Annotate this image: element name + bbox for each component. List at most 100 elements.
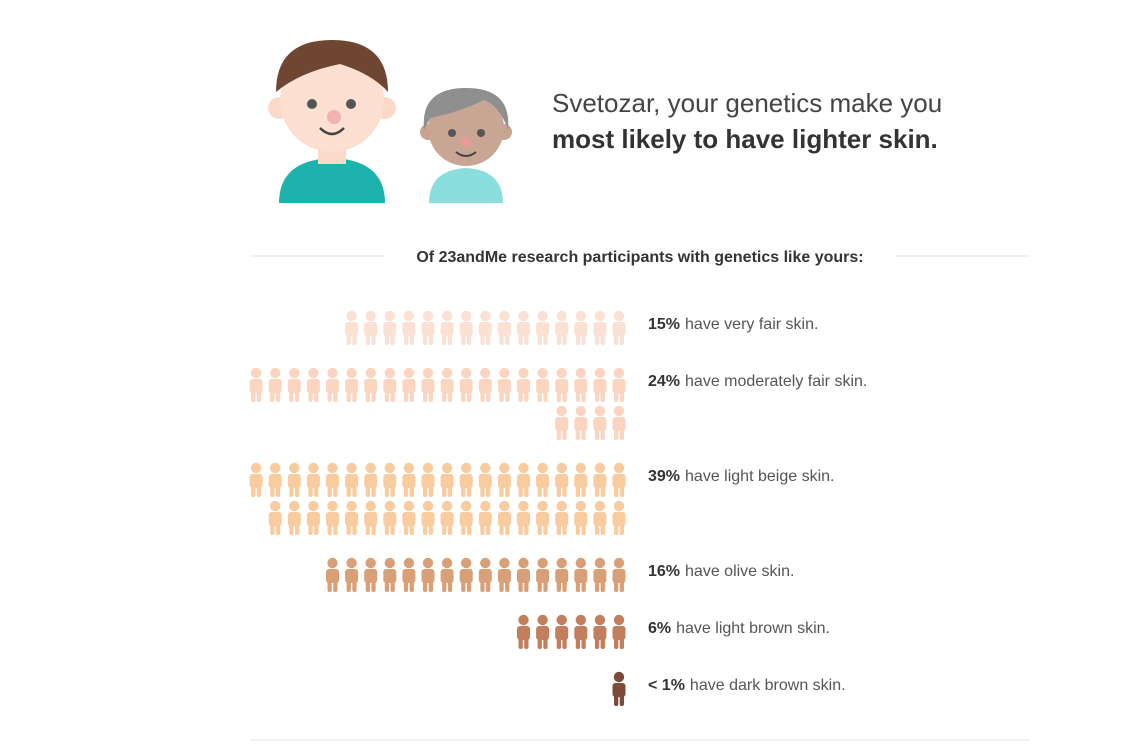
person-icon — [593, 310, 607, 345]
person-icon — [555, 462, 569, 497]
title-emphasis: most likely to have lighter skin. — [552, 124, 938, 154]
person-icon — [536, 557, 550, 592]
icon-row — [612, 671, 626, 706]
person-icon — [268, 500, 282, 535]
person-icon — [459, 310, 473, 345]
person-icon — [478, 367, 492, 402]
person-icon — [497, 500, 511, 535]
person-icon — [402, 367, 416, 402]
person-icon — [440, 557, 454, 592]
person-icon — [326, 557, 339, 592]
person-icon — [574, 614, 588, 649]
row-label: 24% have moderately fair skin. — [648, 373, 867, 390]
person-icon — [593, 614, 607, 649]
person-icon — [517, 500, 530, 535]
person-icon — [459, 367, 473, 402]
category-label: have dark brown skin. — [690, 677, 846, 694]
person-icon — [345, 500, 359, 535]
person-icon — [459, 462, 473, 497]
value-label: < 1% — [648, 677, 685, 694]
person-icon — [555, 367, 569, 402]
value-label: 16% — [648, 563, 680, 580]
person-icon — [478, 500, 492, 535]
person-icon — [383, 310, 397, 345]
person-icon — [536, 462, 550, 497]
person-icon — [268, 367, 282, 402]
person-icon — [574, 500, 588, 535]
person-icon — [326, 500, 339, 535]
person-icon — [574, 462, 588, 497]
person-icon — [306, 367, 320, 402]
person-icon — [612, 500, 626, 535]
person-icon — [440, 310, 454, 345]
category-label: have moderately fair skin. — [685, 373, 867, 390]
person-icon — [402, 557, 416, 592]
row-label: 15% have very fair skin. — [648, 316, 818, 333]
person-icon — [536, 310, 550, 345]
person-icon — [364, 310, 378, 345]
category-label: have olive skin. — [685, 563, 794, 580]
person-icon — [345, 557, 359, 592]
person-icon — [306, 500, 320, 535]
person-icon — [555, 614, 569, 649]
icon-row — [249, 462, 626, 535]
person-icon — [364, 557, 378, 592]
icon-row — [345, 310, 626, 345]
row-label: < 1% have dark brown skin. — [648, 677, 846, 694]
person-icon — [287, 500, 301, 535]
person-icon — [402, 500, 416, 535]
person-icon — [593, 367, 607, 402]
person-icon — [612, 310, 626, 345]
icon-row — [326, 557, 626, 592]
category-label: have light beige skin. — [685, 468, 834, 485]
person-icon — [287, 367, 301, 402]
person-icon — [287, 462, 301, 497]
person-icon — [345, 367, 359, 402]
person-icon — [612, 557, 626, 592]
value-label: 6% — [648, 620, 671, 637]
person-icon — [421, 367, 435, 402]
person-icon — [364, 500, 378, 535]
person-icon — [517, 310, 530, 345]
person-icon — [574, 367, 588, 402]
person-icon — [249, 462, 263, 497]
person-icon — [402, 462, 416, 497]
person-icon — [402, 310, 416, 345]
person-icon — [593, 405, 607, 440]
person-icon — [497, 557, 511, 592]
person-icon — [612, 614, 626, 649]
person-icon — [555, 557, 569, 592]
row-label: 6% have light brown skin. — [648, 620, 830, 637]
person-icon — [574, 310, 588, 345]
icon-row — [249, 367, 626, 440]
person-icon — [612, 367, 626, 402]
person-icon — [459, 500, 473, 535]
person-icon — [497, 462, 511, 497]
person-icon — [478, 310, 492, 345]
person-icon — [497, 367, 511, 402]
avatar-boy — [268, 40, 396, 203]
value-label: 15% — [648, 316, 680, 333]
person-icon — [383, 500, 397, 535]
person-icon — [536, 367, 550, 402]
person-icon — [478, 462, 492, 497]
person-icon — [497, 310, 511, 345]
person-icon — [421, 310, 435, 345]
row-label: 16% have olive skin. — [648, 563, 794, 580]
person-icon — [555, 310, 569, 345]
person-icon — [612, 671, 626, 706]
person-icon — [345, 462, 359, 497]
person-icon — [364, 367, 378, 402]
value-label: 24% — [648, 373, 680, 390]
person-icon — [383, 367, 397, 402]
person-icon — [517, 557, 530, 592]
person-icon — [345, 310, 359, 345]
person-icon — [440, 367, 454, 402]
person-icon — [517, 614, 530, 649]
person-icon — [593, 462, 607, 497]
person-icon — [421, 462, 435, 497]
person-icon — [421, 500, 435, 535]
person-icon — [249, 367, 263, 402]
person-icon — [555, 500, 569, 535]
person-icon — [517, 367, 530, 402]
